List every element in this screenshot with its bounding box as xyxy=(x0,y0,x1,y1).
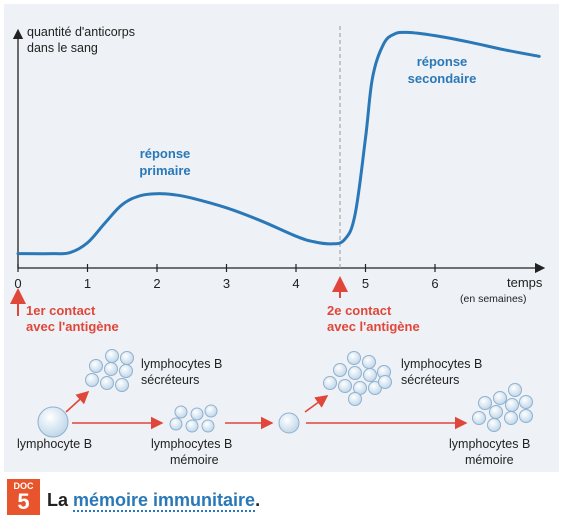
memory-label-1a: lymphocytes B xyxy=(151,437,232,451)
x-axis-unit: (en semaines) xyxy=(460,293,527,305)
memory-cell xyxy=(489,405,503,419)
memory-label-1b: mémoire xyxy=(170,453,219,467)
x-tick-label: 2 xyxy=(153,276,160,291)
arrow-to-secreting-2 xyxy=(304,395,329,413)
figure-panel xyxy=(4,4,559,472)
secreting-label-2b: sécréteurs xyxy=(401,373,459,387)
secondary-response-label-2: secondaire xyxy=(408,71,477,86)
memory-cell xyxy=(204,404,218,418)
caption-suffix: . xyxy=(255,490,261,510)
x-tick-label: 3 xyxy=(223,276,230,291)
antibody-curve xyxy=(16,30,541,256)
secreting-cell xyxy=(115,378,129,392)
secreting-cell xyxy=(120,351,134,365)
memory-cell xyxy=(519,409,533,423)
secreting-cell xyxy=(347,351,361,365)
primary-response-label-1: réponse xyxy=(140,146,191,161)
memory-cell xyxy=(508,383,522,397)
y-axis-label-line1: quantité d'anticorps xyxy=(27,25,135,39)
secreting-cell xyxy=(333,363,347,377)
secreting-cell xyxy=(105,349,119,363)
secreting-cell xyxy=(338,379,352,393)
x-tick-label: 6 xyxy=(431,276,438,291)
memory-label-2b: mémoire xyxy=(465,453,514,467)
secreting-cell xyxy=(323,376,337,390)
x-tick-label: 1 xyxy=(84,276,91,291)
secreting-cell xyxy=(378,375,392,389)
secreting-cell xyxy=(89,359,103,373)
x-axis-label: temps xyxy=(507,275,543,290)
secreting-label-1b: sécréteurs xyxy=(141,373,199,387)
memory-cell xyxy=(505,398,519,412)
doc-label: DOC xyxy=(13,481,34,491)
secreting-cell xyxy=(100,376,114,390)
second-contact-label-1: 2e contact xyxy=(327,303,392,318)
cell-clusters xyxy=(37,349,533,438)
figure-caption: La mémoire immunitaire. xyxy=(47,490,261,512)
first-contact-label-2: avec l'antigène xyxy=(26,319,119,334)
memory-cell xyxy=(190,407,204,421)
primary-response-label-2: primaire xyxy=(139,163,190,178)
y-axis-label-line2: dans le sang xyxy=(27,41,98,55)
x-tick-labels: 0 1 2 3 4 5 6 xyxy=(14,276,438,291)
memory-cell xyxy=(169,417,183,431)
memory-cell xyxy=(472,411,486,425)
secreting-cell xyxy=(363,368,377,382)
memory-cell xyxy=(504,411,518,425)
b-lymphocyte-label: lymphocyte B xyxy=(17,437,92,451)
first-contact-label-1: 1er contact xyxy=(26,303,96,318)
secreting-cell xyxy=(362,355,376,369)
memory-cell xyxy=(174,405,188,419)
secreting-label-2a: lymphocytes B xyxy=(401,357,482,371)
memory-cell xyxy=(201,419,215,433)
secreting-cell xyxy=(348,392,362,406)
b-lymphocyte-cell-2 xyxy=(278,412,300,434)
secreting-cell xyxy=(348,366,362,380)
secreting-cell xyxy=(104,362,118,376)
memory-cell xyxy=(487,418,501,432)
secondary-response-label-1: réponse xyxy=(417,54,468,69)
x-tick-label: 0 xyxy=(14,276,21,291)
memory-cell xyxy=(478,396,492,410)
secreting-cell xyxy=(85,373,99,387)
memory-cell xyxy=(493,391,507,405)
memory-cell xyxy=(185,419,199,433)
secreting-label-1a: lymphocytes B xyxy=(141,357,222,371)
secreting-cell xyxy=(119,364,133,378)
x-tick-label: 4 xyxy=(292,276,299,291)
arrow-to-secreting-1 xyxy=(65,390,90,413)
x-ticks xyxy=(17,264,436,272)
memory-cell xyxy=(519,395,533,409)
memory-label-2a: lymphocytes B xyxy=(449,437,530,451)
doc-badge: DOC 5 xyxy=(7,479,40,515)
second-contact-label-2: avec l'antigène xyxy=(327,319,420,334)
b-lymphocyte-cell xyxy=(37,406,69,438)
doc-number: 5 xyxy=(17,489,30,514)
caption-emphasis: mémoire immunitaire xyxy=(73,490,256,512)
caption-prefix: La xyxy=(47,490,74,510)
x-tick-label: 5 xyxy=(362,276,369,291)
